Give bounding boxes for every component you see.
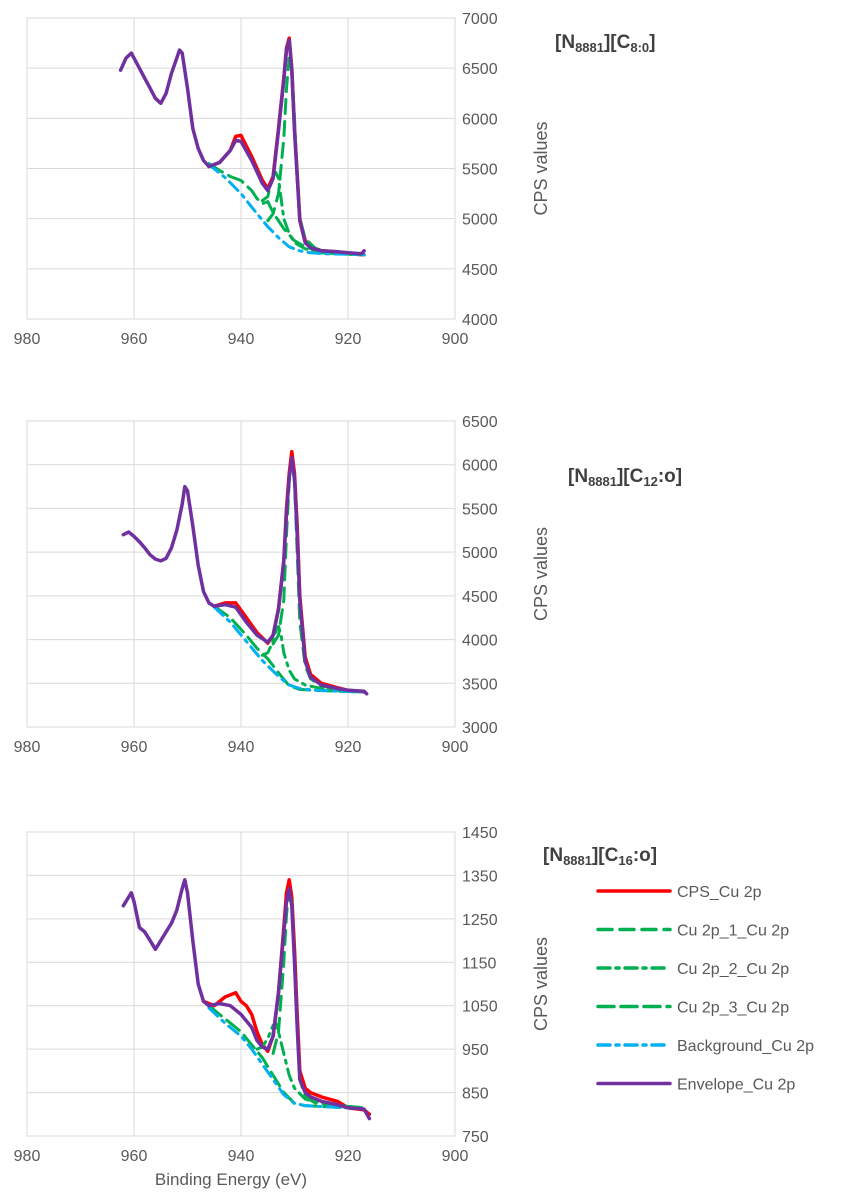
chart-panel-3: 980 960 940 920 900 750 850 950 1050 1150 1250 1350… [14,825,657,1189]
y-axis-label: CPS values [531,121,551,215]
title-subscript: 8881 [588,474,617,489]
x-tick-label: 940 [228,1148,255,1165]
x-tick-label: 940 [228,739,255,756]
x-tick-label: 920 [335,331,362,348]
legend-label: Cu 2p_1_Cu 2p [677,923,789,940]
x-tick-label: 900 [442,331,469,348]
y-tick-label: 6000 [462,111,498,128]
y-axis-label: CPS values [531,527,551,621]
title-subscript: 12 [643,474,657,489]
title-subscript: 16 [618,853,632,868]
title-text: ] [649,32,655,53]
x-tick-label: 980 [14,1148,41,1165]
y-tick-label: 3000 [462,720,498,737]
legend-label: Envelope_Cu 2p [677,1077,795,1094]
y-tick-label: 1150 [462,955,497,972]
y-tick-label: 1350 [462,868,498,885]
y-tick-label: 1050 [462,999,498,1016]
y-tick-label: 4500 [462,262,498,279]
series-line-cu-2p-1-cu-2p [271,887,366,1110]
chart-title: [N8881][C16:o] [543,845,657,868]
y-tick-label: 6000 [462,458,498,475]
series-line-cu-2p-2-cu-2p [260,171,366,257]
chart-title: [N8881][C8:0] [555,32,656,55]
title-text: ][C [604,32,631,53]
y-tick-label: 950 [462,1042,489,1059]
y-tick-label: 1250 [462,912,498,929]
legend-label: CPS_Cu 2p [677,884,762,901]
y-tick-label: 5000 [462,545,498,562]
chart-panel-2: 980 960 940 920 900 3000 3500 4000 4500 5000 5500 6… [14,414,682,756]
series-line-cu-2p-3-cu-2p [207,1004,366,1111]
y-tick-label: 6500 [462,414,498,431]
x-tick-label: 960 [121,1148,148,1165]
x-axis-label: Binding Energy (eV) [155,1170,307,1189]
chart-panel-1: 980 960 940 920 900 4000 4500 5000 5500 6000 6500 7… [14,11,656,348]
series-line-envelope-cu-2p [121,455,369,696]
title-text: ][C [592,845,619,866]
y-tick-label: 4500 [462,589,498,606]
y-tick-label: 4000 [462,633,498,650]
series-line-background-cu-2p [212,605,366,694]
y-tick-label: 5500 [462,501,498,518]
title-subscript: 8:0 [630,40,649,55]
series-line-cu-2p-2-cu-2p [255,1021,366,1110]
legend: CPS_Cu 2p Cu 2p_1_Cu 2p Cu 2p_2_Cu 2p Cu 2p… [596,884,814,1094]
title-text: [N [555,32,575,53]
y-tick-label: 5500 [462,162,498,179]
y-tick-label: 7000 [462,11,498,28]
x-tick-label: 900 [442,739,469,756]
y-tick-label: 1450 [462,825,498,842]
y-tick-label: 6500 [462,61,498,78]
title-text: :o] [633,845,657,866]
legend-label: Background_Cu 2p [677,1038,814,1055]
legend-label: Cu 2p_2_Cu 2p [677,961,789,978]
series-line-background-cu-2p [207,1006,366,1111]
series-line-envelope-cu-2p [121,878,372,1121]
x-tick-label: 900 [442,1148,469,1165]
series-line-cu-2p-3-cu-2p [207,162,366,257]
title-text: :o] [658,466,682,487]
title-text: [N [543,845,563,866]
y-tick-label: 4000 [462,312,498,329]
y-tick-label: 750 [462,1129,489,1146]
x-tick-label: 960 [121,331,148,348]
series-line-envelope-cu-2p [118,38,366,256]
x-tick-label: 920 [335,739,362,756]
x-tick-label: 920 [335,1148,362,1165]
title-text: ][C [617,466,644,487]
x-tick-label: 980 [14,739,41,756]
y-tick-label: 5000 [462,212,498,229]
x-tick-label: 980 [14,331,41,348]
legend-label: Cu 2p_3_Cu 2p [677,1000,789,1017]
y-tick-label: 850 [462,1086,489,1103]
series-line-cu-2p-2-cu-2p [260,625,366,694]
title-text: [N [568,466,588,487]
series-line-cu-2p-3-cu-2p [212,604,366,694]
chart-title: [N8881][C12:o] [568,466,682,489]
title-subscript: 8881 [563,853,592,868]
series-line-background-cu-2p [207,163,366,257]
x-tick-label: 940 [228,331,255,348]
x-tick-label: 960 [121,739,148,756]
y-axis-label: CPS values [531,937,551,1031]
title-subscript: 8881 [575,40,604,55]
y-tick-label: 3500 [462,676,498,693]
